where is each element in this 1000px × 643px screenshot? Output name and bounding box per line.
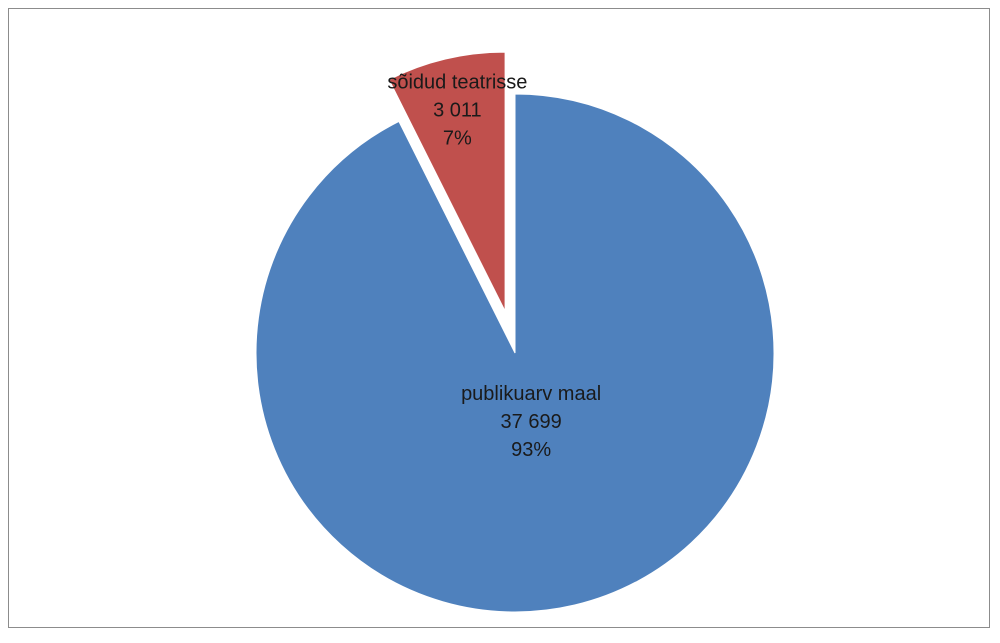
slice-value-label: 37 699 (501, 411, 562, 433)
slice-category-label: publikuarv maal (461, 383, 601, 405)
data-label-0: publikuarv maal 37 699 93% (461, 383, 601, 461)
pie-chart: publikuarv maal 37 699 93% sõidud teatrisse… (255, 51, 775, 613)
chart-area: publikuarv maal 37 699 93% sõidud teatrisse… (8, 8, 990, 628)
slice-value-label: 3 011 (433, 100, 482, 122)
slice-category-label: sõidud teatrisse (387, 72, 527, 94)
pie-slice-1 (388, 51, 506, 312)
pie-slice-0 (255, 93, 775, 613)
slice-percent-label: 7% (443, 128, 472, 150)
slice-percent-label: 93% (511, 439, 551, 461)
data-label-1: sõidud teatrisse 3 011 7% (387, 72, 527, 150)
